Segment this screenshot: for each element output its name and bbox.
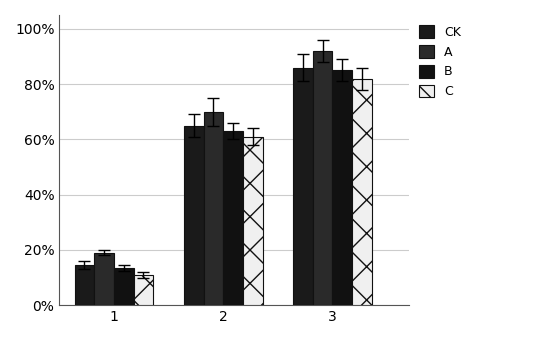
Legend: CK, A, B, C: CK, A, B, C xyxy=(415,21,464,102)
Bar xyxy=(332,70,352,305)
Bar xyxy=(293,67,313,305)
Bar xyxy=(223,131,243,305)
Bar xyxy=(94,253,114,305)
Bar xyxy=(75,265,94,305)
Bar xyxy=(352,79,372,305)
Bar xyxy=(313,51,332,305)
Bar xyxy=(243,137,263,305)
Bar xyxy=(184,125,204,305)
Bar xyxy=(134,275,153,305)
Bar xyxy=(204,112,223,305)
Bar xyxy=(114,268,134,305)
